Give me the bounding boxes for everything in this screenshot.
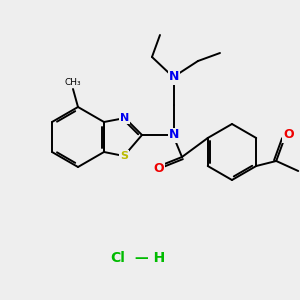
Text: N: N bbox=[169, 70, 179, 83]
Text: S: S bbox=[120, 151, 128, 161]
Text: CH₃: CH₃ bbox=[65, 78, 81, 87]
Text: Cl: Cl bbox=[111, 251, 125, 265]
Text: — H: — H bbox=[130, 251, 165, 265]
Text: O: O bbox=[283, 128, 293, 142]
Text: O: O bbox=[154, 161, 164, 175]
Text: N: N bbox=[169, 128, 179, 142]
Text: N: N bbox=[120, 113, 130, 123]
